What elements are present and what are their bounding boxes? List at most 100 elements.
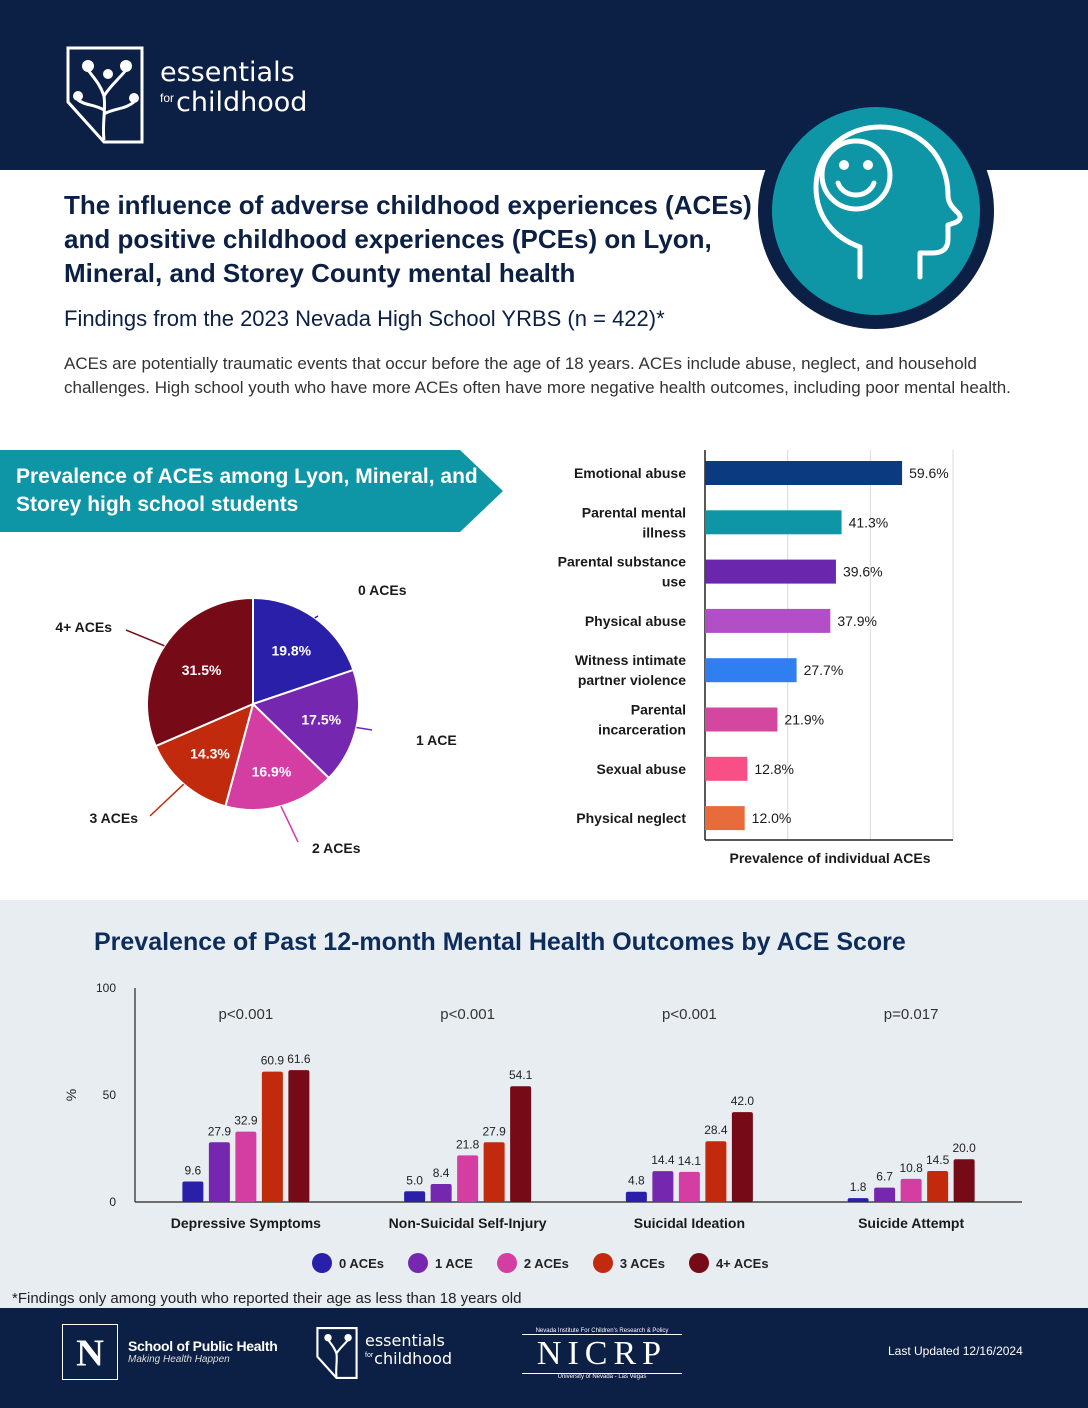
pie-leader-line xyxy=(280,805,299,843)
page-subtitle: Findings from the 2023 Nevada High Schoo… xyxy=(64,306,665,331)
grouped-value-label: 60.9 xyxy=(261,1054,285,1068)
footer-efc-line1: essentials xyxy=(365,1331,445,1350)
logo-line2: childhood xyxy=(176,87,308,118)
grouped-category-label: Suicide Attempt xyxy=(858,1215,964,1231)
grouped-bar xyxy=(235,1131,257,1202)
grouped-value-label: 32.9 xyxy=(234,1114,258,1128)
grouped-bar xyxy=(510,1086,532,1202)
outcomes-chart-title: Prevalence of Past 12-month Mental Healt… xyxy=(94,928,906,956)
grouped-bar xyxy=(182,1181,204,1202)
grouped-bar xyxy=(652,1171,674,1202)
legend-item: 2 ACEs xyxy=(496,1253,569,1273)
grouped-bar xyxy=(953,1159,975,1202)
grouped-category-label: Depressive Symptoms xyxy=(171,1215,321,1231)
legend-swatch xyxy=(592,1253,613,1273)
outcomes-legend: 0 ACEs 1 ACE 2 ACEs 3 ACEs 4+ ACEs xyxy=(312,1253,769,1273)
legend-item: 4+ ACEs xyxy=(688,1253,769,1273)
hbar-category-label: partner violence xyxy=(578,672,686,688)
grouped-bar xyxy=(900,1178,922,1202)
pie-leader-line xyxy=(125,629,165,647)
grouped-value-label: 21.8 xyxy=(456,1137,480,1151)
grouped-bar xyxy=(288,1070,310,1202)
pie-leader-line xyxy=(356,726,373,731)
grouped-value-label: 6.7 xyxy=(876,1170,893,1184)
smiling-head-icon xyxy=(813,124,963,280)
ace-prevalence-banner xyxy=(0,450,503,532)
grouped-y-tick-label: 0 xyxy=(109,1195,116,1209)
grouped-value-label: 28.4 xyxy=(704,1123,728,1137)
pie-leader-line xyxy=(149,783,185,817)
last-updated: Last Updated 12/16/2024 xyxy=(888,1344,1023,1358)
hbar-x-axis-title: Prevalence of individual ACEs xyxy=(730,850,931,866)
legend-label: 0 ACEs xyxy=(339,1255,385,1271)
hbar-value-label: 41.3% xyxy=(849,514,889,530)
hbar-bar xyxy=(705,806,745,831)
hbar-category-label: Parental xyxy=(631,702,686,718)
grouped-value-label: 42.0 xyxy=(731,1094,755,1108)
legend-label: 4+ ACEs xyxy=(715,1255,769,1271)
grouped-y-tick-label: 100 xyxy=(96,981,116,995)
pie-value-label: 19.8% xyxy=(271,643,311,659)
grouped-y-axis-title: % xyxy=(63,1089,79,1101)
nicrp-logo: Nevada Institute For Children's Research… xyxy=(522,1328,682,1380)
ace-score-pie-chart: 19.8% 17.5% 16.9% 14.3% 31.5% 0 ACEs 1 ACE 2 AC… xyxy=(55,582,457,856)
hbar-category-label: Sexual abuse xyxy=(597,761,687,777)
grouped-p-value: p<0.001 xyxy=(219,1006,274,1023)
hbar-category-label: Emotional abuse xyxy=(574,465,686,481)
pie-category-label: 3 ACEs xyxy=(89,810,138,826)
sph-title: School of Public Health xyxy=(128,1338,278,1354)
pie-value-label: 14.3% xyxy=(190,746,230,762)
hbar-value-label: 12.8% xyxy=(754,761,794,777)
hbar-value-label: 39.6% xyxy=(843,564,883,580)
grouped-bar xyxy=(625,1191,647,1202)
legend-swatch xyxy=(312,1253,332,1273)
grouped-value-label: 14.1 xyxy=(678,1154,702,1168)
grouped-value-label: 20.0 xyxy=(952,1141,976,1155)
grouped-y-tick-label: 50 xyxy=(103,1088,117,1102)
grouped-value-label: 27.9 xyxy=(208,1124,232,1138)
sph-tagline: Making Health Happen xyxy=(128,1354,230,1365)
pie-value-label: 16.9% xyxy=(252,763,292,779)
grouped-bar xyxy=(731,1112,753,1202)
logo-wordmark: essentials for childhood xyxy=(160,58,307,118)
pie-category-label: 1 ACE xyxy=(416,732,457,748)
footnote: *Findings only among youth who reported … xyxy=(12,1290,522,1307)
logo-line1: essentials xyxy=(160,57,295,88)
hbar-category-label: Physical neglect xyxy=(576,810,686,826)
grouped-bar xyxy=(927,1170,949,1202)
legend-swatch xyxy=(408,1253,429,1273)
legend-label: 1 ACE xyxy=(435,1255,473,1271)
individual-aces-bar-chart: 59.6% Emotional abuse 41.3% Parental mental… xyxy=(558,450,954,866)
footer-efc-wordmark: essentials for childhood xyxy=(365,1332,452,1368)
grouped-p-value: p<0.001 xyxy=(440,1006,495,1023)
hbar-bar xyxy=(705,559,836,584)
hbar-value-label: 59.6% xyxy=(909,465,949,481)
nicrp-wordmark: NICRP xyxy=(522,1334,682,1374)
hbar-bar xyxy=(705,608,831,633)
grouped-bar xyxy=(430,1184,452,1202)
pie-leader-line xyxy=(314,615,319,619)
pie-slice xyxy=(224,702,331,811)
grouped-bar xyxy=(261,1071,283,1202)
outcomes-panel xyxy=(0,900,1088,1308)
grouped-value-label: 14.5 xyxy=(926,1153,950,1167)
hbar-category-label: use xyxy=(662,574,686,590)
pie-slice xyxy=(154,702,255,808)
pie-slice xyxy=(251,668,360,780)
grouped-bar xyxy=(874,1187,896,1202)
essentials-for-childhood-logo xyxy=(66,46,144,144)
hbar-bar xyxy=(705,658,797,683)
footer-efc-logo-icon xyxy=(316,1327,358,1379)
hbar-category-label: incarceration xyxy=(598,722,686,738)
pie-value-label: 31.5% xyxy=(182,662,222,678)
legend-item: 1 ACE xyxy=(408,1253,473,1273)
nicrp-bottom-text: University of Nevada - Las Vegas xyxy=(557,1374,647,1380)
unr-n-logo: N xyxy=(62,1324,118,1380)
hbar-value-label: 37.9% xyxy=(837,613,877,629)
pie-category-label: 0 ACEs xyxy=(358,582,407,598)
grouped-value-label: 8.4 xyxy=(433,1166,450,1180)
grouped-bar xyxy=(208,1142,230,1202)
hbar-category-label: illness xyxy=(642,524,686,540)
hbar-category-label: Parental mental xyxy=(582,504,686,520)
